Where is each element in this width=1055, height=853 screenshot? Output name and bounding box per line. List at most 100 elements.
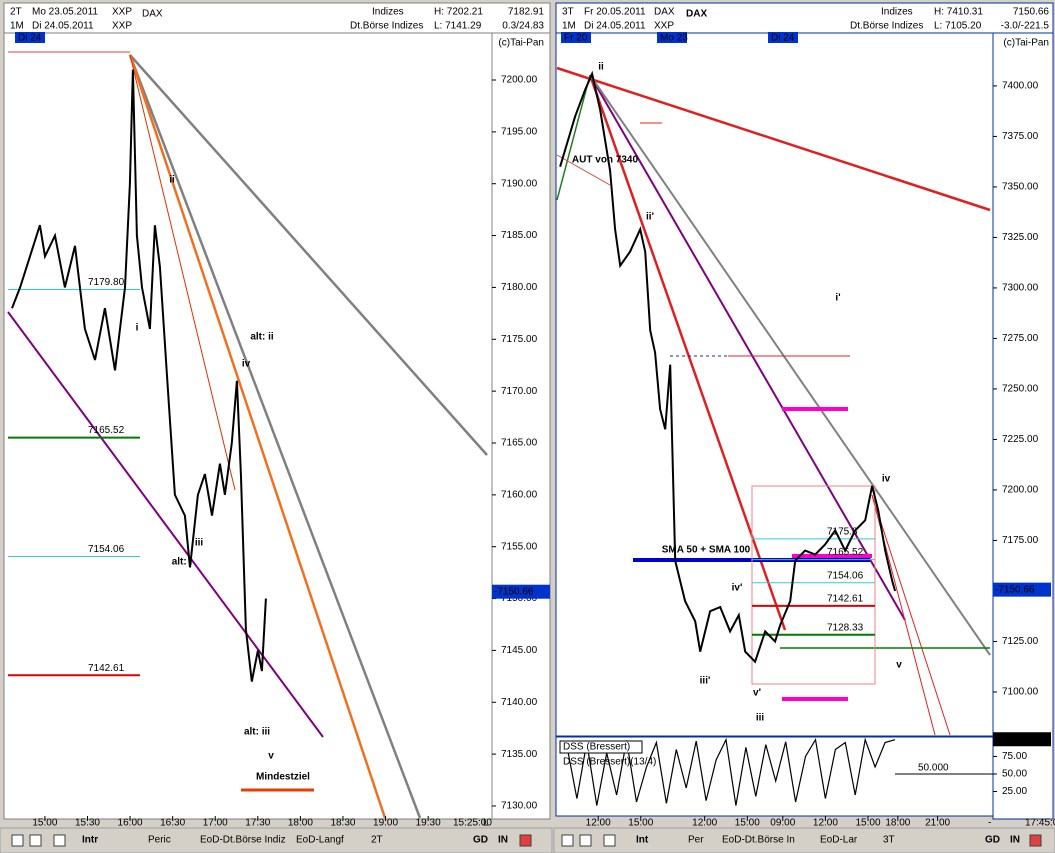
toolbar-tab[interactable]: EoD-Dt.Börse Indiz	[200, 835, 286, 846]
annotation: alt: i	[172, 557, 193, 568]
label: -3.0/-221.5	[1001, 21, 1050, 32]
annotation: iv'	[732, 583, 743, 594]
x-tick-label: 18:00	[885, 818, 910, 829]
label: 7150.66	[1013, 7, 1050, 18]
label: Fr 20.05.2011	[584, 7, 646, 18]
label: 1M	[562, 21, 576, 32]
icon[interactable]	[603, 834, 616, 847]
level-label: 7165.52	[827, 547, 864, 558]
y-tick-label: 7300.00	[1002, 283, 1039, 294]
toolbar-tab[interactable]: Int	[636, 835, 649, 846]
trend-line	[128, 54, 387, 819]
price-line	[566, 737, 896, 806]
toolbar-tab[interactable]: EoD-Langf	[296, 835, 344, 846]
y-tick-label: 50.00	[1002, 769, 1027, 780]
annotation: alt: ii	[250, 332, 274, 343]
annotation: ii'	[646, 212, 654, 223]
last-price-tag	[993, 732, 1051, 747]
toolbar-tab[interactable]: IN	[498, 835, 508, 846]
trend-line	[128, 54, 422, 819]
label: (c)Tai-Pan	[1003, 38, 1049, 49]
level-label: 50.000	[918, 763, 949, 774]
status-time: 17:45:00	[1025, 818, 1055, 829]
label: 0.3/24.83	[502, 21, 544, 32]
toolbar-tab[interactable]: Intr	[82, 835, 98, 846]
trend-lines	[7, 51, 991, 819]
trend-line	[556, 66, 991, 212]
icon[interactable]	[579, 834, 592, 847]
x-tick-label: 15:00	[856, 818, 881, 829]
annotation: v	[896, 660, 902, 671]
x-tick-label: 21:00	[925, 818, 950, 829]
toolbar	[0, 827, 553, 853]
toolbar-tab[interactable]: Peric	[148, 835, 171, 846]
icon[interactable]	[1029, 834, 1042, 847]
day-label: Di 24	[771, 33, 795, 44]
y-tick-label: 7125.00	[1002, 636, 1039, 647]
last-price-tag	[993, 582, 1051, 597]
annotation: v	[268, 751, 274, 762]
label: Mo 23.05.2011	[32, 7, 98, 18]
toolbar-tab[interactable]: 3T	[883, 835, 895, 846]
annotation: iii'	[700, 676, 711, 687]
y-tick-label: 7350.00	[1002, 182, 1039, 193]
y-tick-label: 7325.00	[1002, 232, 1039, 243]
day-marker	[768, 32, 798, 43]
icon[interactable]	[29, 834, 42, 847]
x-tick-label: 15:30	[75, 818, 100, 829]
icon[interactable]	[519, 834, 532, 847]
label: XXP	[112, 7, 132, 18]
x-tick-label: 18:00	[288, 818, 313, 829]
toolbar-tab[interactable]: 2T	[371, 835, 383, 846]
day-label: Fr 20	[564, 33, 588, 44]
icon[interactable]	[53, 834, 66, 847]
x-tick-label: 12:00	[813, 818, 838, 829]
toolbar-tab[interactable]: Per	[688, 835, 704, 846]
label: XXP	[112, 21, 132, 32]
symbol: DAX	[142, 9, 163, 20]
day-label: Di 24	[18, 33, 42, 44]
label: XXP	[654, 21, 674, 32]
label: 1M	[10, 21, 24, 32]
x-tick-label: 12:00	[692, 818, 717, 829]
annotation: ii	[169, 175, 175, 186]
y-tick-label: 7275.00	[1002, 333, 1039, 344]
header-panel	[555, 2, 1054, 34]
icon[interactable]	[11, 834, 24, 847]
level-label: 7142.61	[88, 663, 125, 674]
y-tick-label: 7195.00	[501, 127, 538, 138]
trend-line	[556, 74, 591, 201]
y-tick-label: 7185.00	[501, 230, 538, 241]
plot-area	[3, 32, 493, 820]
y-tick-label: 7160.00	[501, 489, 538, 500]
toolbar	[553, 827, 1055, 853]
day-marker	[561, 32, 591, 43]
y-tick-label: 7200.00	[1002, 485, 1039, 496]
annotation: v'	[753, 688, 761, 699]
y-tick-label: 7170.00	[501, 386, 538, 397]
y-tick-label: 7135.00	[501, 749, 538, 760]
label: L: 7105.20	[934, 21, 982, 32]
trend-line	[871, 494, 951, 736]
plot-area	[555, 32, 994, 737]
y-tick-label: 25.00	[1002, 786, 1027, 797]
trend-line	[589, 74, 906, 621]
toolbar-tab[interactable]: EoD-Dt.Börse In	[722, 835, 795, 846]
toolbar-tab[interactable]: GD	[473, 835, 488, 846]
label: Di 24.05.2011	[584, 21, 646, 32]
annotation: i	[136, 323, 139, 334]
x-tick-label: 17:30	[245, 818, 270, 829]
label: 7182.91	[508, 7, 545, 18]
last-price-label: -7150.66	[494, 586, 534, 597]
toolbar-tab[interactable]: EoD-Lar	[820, 835, 858, 846]
toolbar-tab[interactable]: IN	[1010, 835, 1020, 846]
annotation: iii	[195, 538, 204, 549]
last-price-label: -7150.66	[995, 584, 1035, 595]
y-tick-label: 7175.00	[501, 334, 538, 345]
y-tick-label: 7130.00	[501, 801, 538, 812]
status-time: 15:25:00	[453, 818, 492, 829]
x-tick-label: 17:00	[203, 818, 228, 829]
icon[interactable]	[561, 834, 574, 847]
level-label: 7179.80	[88, 277, 125, 288]
toolbar-tab[interactable]: GD	[985, 835, 1000, 846]
